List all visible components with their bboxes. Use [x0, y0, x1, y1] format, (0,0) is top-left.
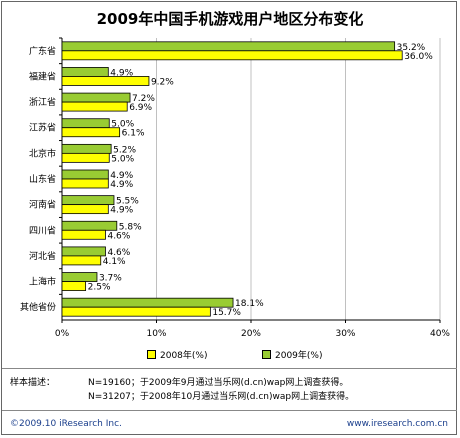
bar-2009 [61, 272, 98, 282]
data-label-2008: 4.9% [110, 206, 133, 216]
data-label-2009: 5.5% [116, 197, 139, 207]
x-tick-label: 40% [430, 329, 450, 339]
data-label-2008: 5.0% [111, 154, 134, 164]
category-label: 江苏省 [29, 122, 56, 134]
bar-2008 [61, 101, 128, 112]
data-label-2008: 6.9% [129, 103, 152, 113]
bar-2009 [61, 220, 118, 231]
sample-notes: 样本描述： N=19160；于2009年9月通过当乐网(d.cn)wap网上调查… [10, 376, 354, 404]
data-label-2008: 2.5% [88, 283, 111, 293]
category-label: 山东省 [29, 173, 56, 185]
bar-2009 [61, 246, 106, 257]
bar-2008 [61, 178, 109, 189]
bar-2008 [61, 255, 102, 266]
data-label-2008: 15.7% [212, 308, 241, 318]
website-link[interactable]: www.iresearch.com.cn [346, 419, 448, 429]
data-label-2009: 5.0% [111, 120, 134, 130]
bar-2008 [61, 76, 150, 86]
data-label-2008: 9.2% [151, 77, 174, 87]
bar-2009 [61, 118, 110, 129]
data-label-2008: 6.1% [122, 129, 145, 139]
bar-2009 [61, 297, 234, 308]
legend-swatch-2009 [262, 350, 271, 359]
bar-chart: 0% 10% 20% 30% 40% 广东省 35.2%36.0% 福建省 4.9% 9.2% 浙江… [20, 37, 450, 339]
data-label-2008: 4.1% [103, 257, 126, 267]
bar-2009 [61, 143, 112, 154]
bar-2008 [61, 306, 211, 317]
category-label: 其他省份 [20, 301, 56, 313]
legend-item-2008: 2008年(%) [147, 348, 207, 361]
category-label: 上海市 [29, 276, 56, 288]
footer-divider [2, 410, 457, 411]
category-label: 河南省 [29, 199, 56, 211]
bar-2009 [61, 41, 396, 52]
copyright-text: ©2009.10 iResearch Inc. [10, 419, 122, 429]
bar-2008 [61, 204, 109, 215]
data-label-2009: 3.7% [99, 274, 122, 284]
x-tick-label: 0% [55, 329, 70, 339]
bar-2008 [61, 127, 121, 138]
data-label-2009: 5.2% [113, 145, 136, 155]
data-label-2008: 4.6% [107, 231, 130, 241]
data-label-2009: 35.2% [397, 43, 426, 53]
x-tick-label: 20% [241, 329, 261, 339]
data-label-2009: 7.2% [132, 94, 155, 104]
data-label-2009: 5.8% [119, 222, 142, 232]
legend-swatch-2008 [147, 350, 156, 359]
category-label: 福建省 [29, 70, 56, 82]
data-label-2009: 4.9% [110, 171, 133, 181]
bar-2009 [61, 169, 109, 180]
notes-line-1: N=19160；于2009年9月通过当乐网(d.cn)wap网上调查获得。 [88, 378, 349, 388]
category-label: 浙江省 [29, 96, 56, 108]
data-label-2008: 36.0% [404, 52, 433, 62]
bar-2009 [61, 67, 109, 77]
bar-2008 [61, 152, 110, 163]
data-label-2009: 4.6% [107, 248, 130, 258]
category-label: 河北省 [29, 250, 56, 262]
bar-2008 [61, 50, 403, 61]
legend-item-2009: 2009年(%) [262, 348, 322, 361]
notes-label: 样本描述： [10, 378, 56, 388]
bar-2009 [61, 195, 115, 206]
legend-label-2009: 2009年(%) [275, 351, 323, 361]
notes-line-2: N=31207；于2008年10月通过当乐网(d.cn)wap网上调查获得。 [88, 392, 355, 402]
x-tick-label: 30% [335, 329, 355, 339]
bar-2008 [61, 229, 106, 240]
data-label-2008: 4.9% [110, 180, 133, 190]
legend-label-2008: 2008年(%) [160, 351, 208, 361]
legend: 2008年(%) 2009年(%) [0, 348, 460, 362]
data-label-2009: 18.1% [235, 299, 264, 309]
bar-2008 [61, 281, 87, 291]
category-label: 广东省 [29, 45, 56, 57]
category-label: 四川省 [29, 224, 56, 236]
data-label-2009: 4.9% [110, 68, 133, 78]
bar-2009 [61, 92, 131, 103]
chart-title: 2009年中国手机游戏用户地区分布变化 [96, 10, 364, 28]
category-label: 北京市 [29, 147, 56, 159]
notes-divider [2, 368, 457, 369]
x-tick-label: 10% [146, 329, 166, 339]
